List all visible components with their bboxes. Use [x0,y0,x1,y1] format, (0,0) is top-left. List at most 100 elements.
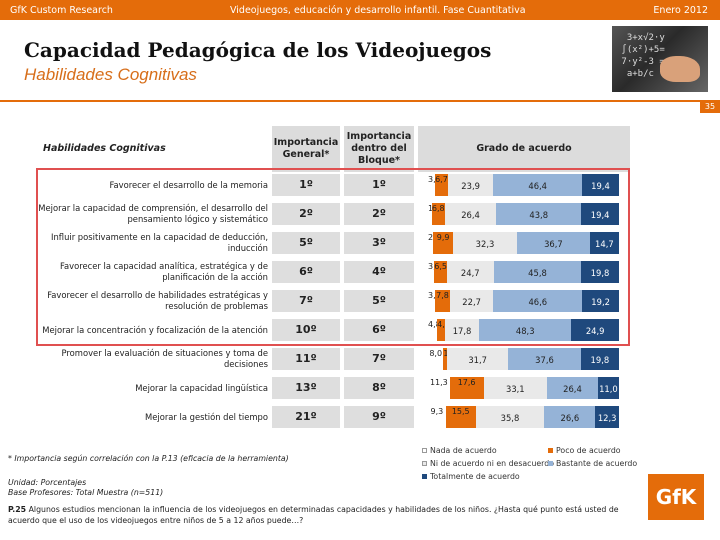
stacked-bar: 2,79,932,336,714,7 [428,232,619,254]
legend-item: Totalmente de acuerdo [422,472,520,481]
importance-general-cell: 13º [272,377,340,399]
bar-segment: 19,8 [580,348,619,370]
bar-segment: 3,7 [428,290,441,312]
top-bar: GfK Custom Research Videojuegos, educaci… [0,0,720,20]
row-label: Mejorar la capacidad lingüística [135,382,268,393]
importance-block-cell: 2º [344,203,414,225]
row-label: Favorecer el desarrollo de la memoria [109,179,268,190]
legend-label: Poco de acuerdo [556,446,621,455]
stacked-bar: 9,3 15,5 35,8 26,6 12,3 [428,406,619,428]
importance-general-cell: 10º [272,319,340,341]
page-title: Capacidad Pedagógica de los Videojuegos [24,38,492,62]
bar-segment: 26,4 [547,377,598,399]
bar-segment: 8,0 [428,348,444,370]
bar-segment-label: 24,9 [585,326,605,336]
bar-segment-label: 23,9 [461,181,480,191]
importance-block-cell: 1º [344,174,414,196]
bar-segment: 46,4 [493,174,582,196]
bar-segment: 37,6 [508,348,581,370]
bar-segment: 7,8 [435,290,450,312]
bar-segment-label: 31,7 [468,355,487,365]
bar-segment-label: 45,8 [528,268,547,278]
bar-segment: 14,7 [589,232,619,254]
legend-swatch-ni [422,461,427,466]
bar-segment-label: 35,8 [500,413,520,423]
bar-segment: 3,7 [428,174,441,196]
importance-block-cell: 4º [344,261,414,283]
bar-segment: 6,5 [434,261,447,283]
hand-image [660,56,700,82]
bar-segment-label: 11,0 [599,384,618,394]
stacked-bar: 11,3 17,6 33,1 26,4 11,0 [428,377,619,399]
bar-segment: 31,7 [447,348,509,370]
bar-segment-label: 36,7 [544,239,563,249]
bar-segment: 26,4 [444,203,497,225]
bar-segment: 36,7 [517,232,590,254]
bar-segment: 9,3 [428,406,446,428]
bar-segment-label: 4,8 [428,320,441,329]
stacked-bar: 1,96,826,443,819,4 [428,203,619,225]
bar-segment-label: 9,3 [430,407,444,416]
bar-segment-label: 46,4 [528,181,548,191]
bar-segment: 24,7 [446,261,494,283]
bar-segment: 45,8 [493,261,582,283]
bar-segment: 4,8 [428,319,441,341]
bar-segment: 11,3 [428,377,450,399]
table-row: Influir positivamente en la capacidad de… [36,230,628,257]
importance-block-cell: 7º [344,348,414,370]
bar-segment: 22,7 [449,290,494,312]
footnote: * Importancia según correlación con la P… [8,454,289,463]
legend-label: Bastante de acuerdo [556,459,638,468]
question-code: P.25 [8,505,27,514]
bar-segment: 33,1 [483,377,548,399]
bar-segment-label: 19,4 [590,210,610,220]
importance-block-cell: 8º [344,377,414,399]
bar-segment-label: 3,7 [428,291,441,300]
legend-swatch-bastante [548,461,553,466]
row-label: Mejorar la concentración y focalización … [42,324,268,335]
importance-general-cell: 11º [272,348,340,370]
bar-segment: 19,8 [581,261,619,283]
bar-segment-label: 19,2 [591,297,610,307]
divider-rule [0,100,720,102]
table-row: Favorecer el desarrollo de habilidades e… [36,288,628,315]
bar-segment-label: 19,4 [591,181,610,191]
bar-segment: 48,3 [479,319,572,341]
bar-segment-label: 19,8 [590,355,610,365]
bar-segment-label: 7,8 [436,291,449,300]
row-label: Favorecer la capacidad analítica, estrat… [59,261,268,282]
bar-segment-label: 3,7 [428,175,441,184]
page-number: 35 [700,100,720,113]
legend-label: Totalmente de acuerdo [430,472,520,481]
row-label: Mejorar la capacidad de comprensión, el … [38,203,268,224]
bar-segment-label: 9,9 [436,233,450,242]
stacked-bar: 3,76,7 23,9 46,4 19,4 [428,174,619,196]
bar-segment-label: 12,3 [597,413,617,423]
bar-segment: 12,3 [595,406,619,428]
question-text: P.25 Algunos estudios mencionan la influ… [8,504,628,526]
bar-segment: 19,4 [581,174,619,196]
bar-segment-label: 32,3 [475,239,495,249]
bar-segment: 6,7 [435,174,448,196]
bar-segment: 23,9 [447,174,494,196]
importance-general-cell: 1º [272,174,340,196]
bar-segment: 6,8 [431,203,445,225]
importance-general-cell: 7º [272,290,340,312]
bar-segment-label: 24,7 [460,268,480,278]
bar-segment-label: 14,7 [595,239,614,249]
bar-segment-label: 46,6 [528,297,548,307]
bar-segment: 24,9 [571,319,619,341]
table-row: Mejorar la concentración y focalización … [36,317,628,344]
blackboard-photo: 3+x√2·y ∫(x²)+5= 7·y²-3 = 1 a+b/c [612,26,708,92]
bar-segment-label: 8,0 [429,349,443,358]
bar-segment-label: 6,8 [431,204,445,213]
question-body: Algunos estudios mencionan la influencia… [8,505,619,525]
legend-label: Ni de acuerdo ni en desacuerdo [430,459,554,468]
bar-segment: 11,0 [597,377,619,399]
bar-segment-label: 37,6 [535,355,554,365]
unit-info: Unidad: Porcentajes Base Profesores: Tot… [8,478,163,498]
bar-segment-label: 22,7 [462,297,481,307]
gfk-logo: GfK [648,474,704,520]
bar-segment-label: 15,5 [451,407,470,416]
